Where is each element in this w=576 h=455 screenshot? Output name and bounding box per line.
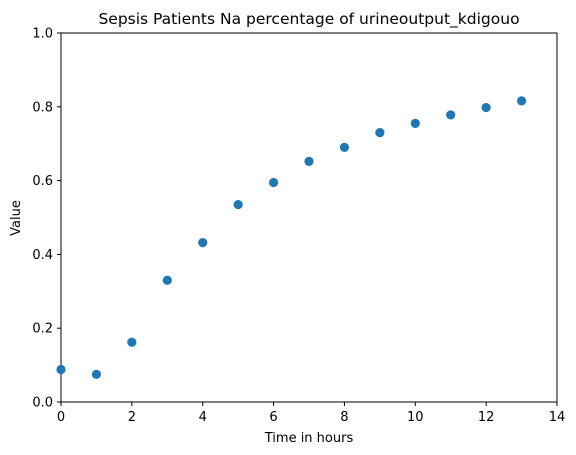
x-tick-label: 2 (128, 410, 136, 425)
x-tick-label: 0 (57, 410, 65, 425)
x-axis-label: Time in hours (264, 431, 354, 446)
x-tick-label: 12 (478, 410, 495, 425)
plot-area (60, 32, 558, 403)
data-point (481, 102, 491, 113)
y-tick-label: 0.0 (32, 396, 53, 411)
y-tick-label: 0.2 (32, 322, 53, 337)
data-point (198, 237, 208, 248)
x-tick-label: 6 (269, 410, 277, 425)
data-point (304, 156, 314, 167)
chart-title: Sepsis Patients Na percentage of urineou… (98, 10, 519, 29)
data-point (233, 199, 243, 210)
x-tick-label: 4 (199, 410, 207, 425)
data-point (127, 337, 137, 347)
y-axis-ticks: 0.0 0.2 0.4 0.6 0.8 1.0 (32, 27, 61, 411)
data-point (446, 110, 456, 120)
y-tick-label: 1.0 (32, 27, 53, 42)
data-point (410, 118, 420, 129)
y-tick-label: 0.6 (32, 174, 53, 189)
data-point (516, 96, 527, 106)
y-tick-label: 0.8 (32, 100, 53, 115)
data-point (162, 275, 172, 285)
y-axis-label: Value (9, 200, 24, 236)
data-point (56, 364, 66, 375)
x-tick-label: 14 (549, 410, 566, 425)
data-points (56, 96, 527, 379)
y-tick-label: 0.4 (32, 248, 53, 263)
x-tick-label: 10 (407, 410, 424, 425)
x-axis-ticks: 0 2 4 6 8 10 12 14 (57, 402, 565, 425)
data-point (268, 177, 279, 188)
data-point (375, 128, 385, 138)
x-tick-label: 8 (340, 410, 348, 425)
data-point (339, 142, 350, 152)
plot-frame (60, 32, 558, 403)
data-point (91, 369, 102, 379)
